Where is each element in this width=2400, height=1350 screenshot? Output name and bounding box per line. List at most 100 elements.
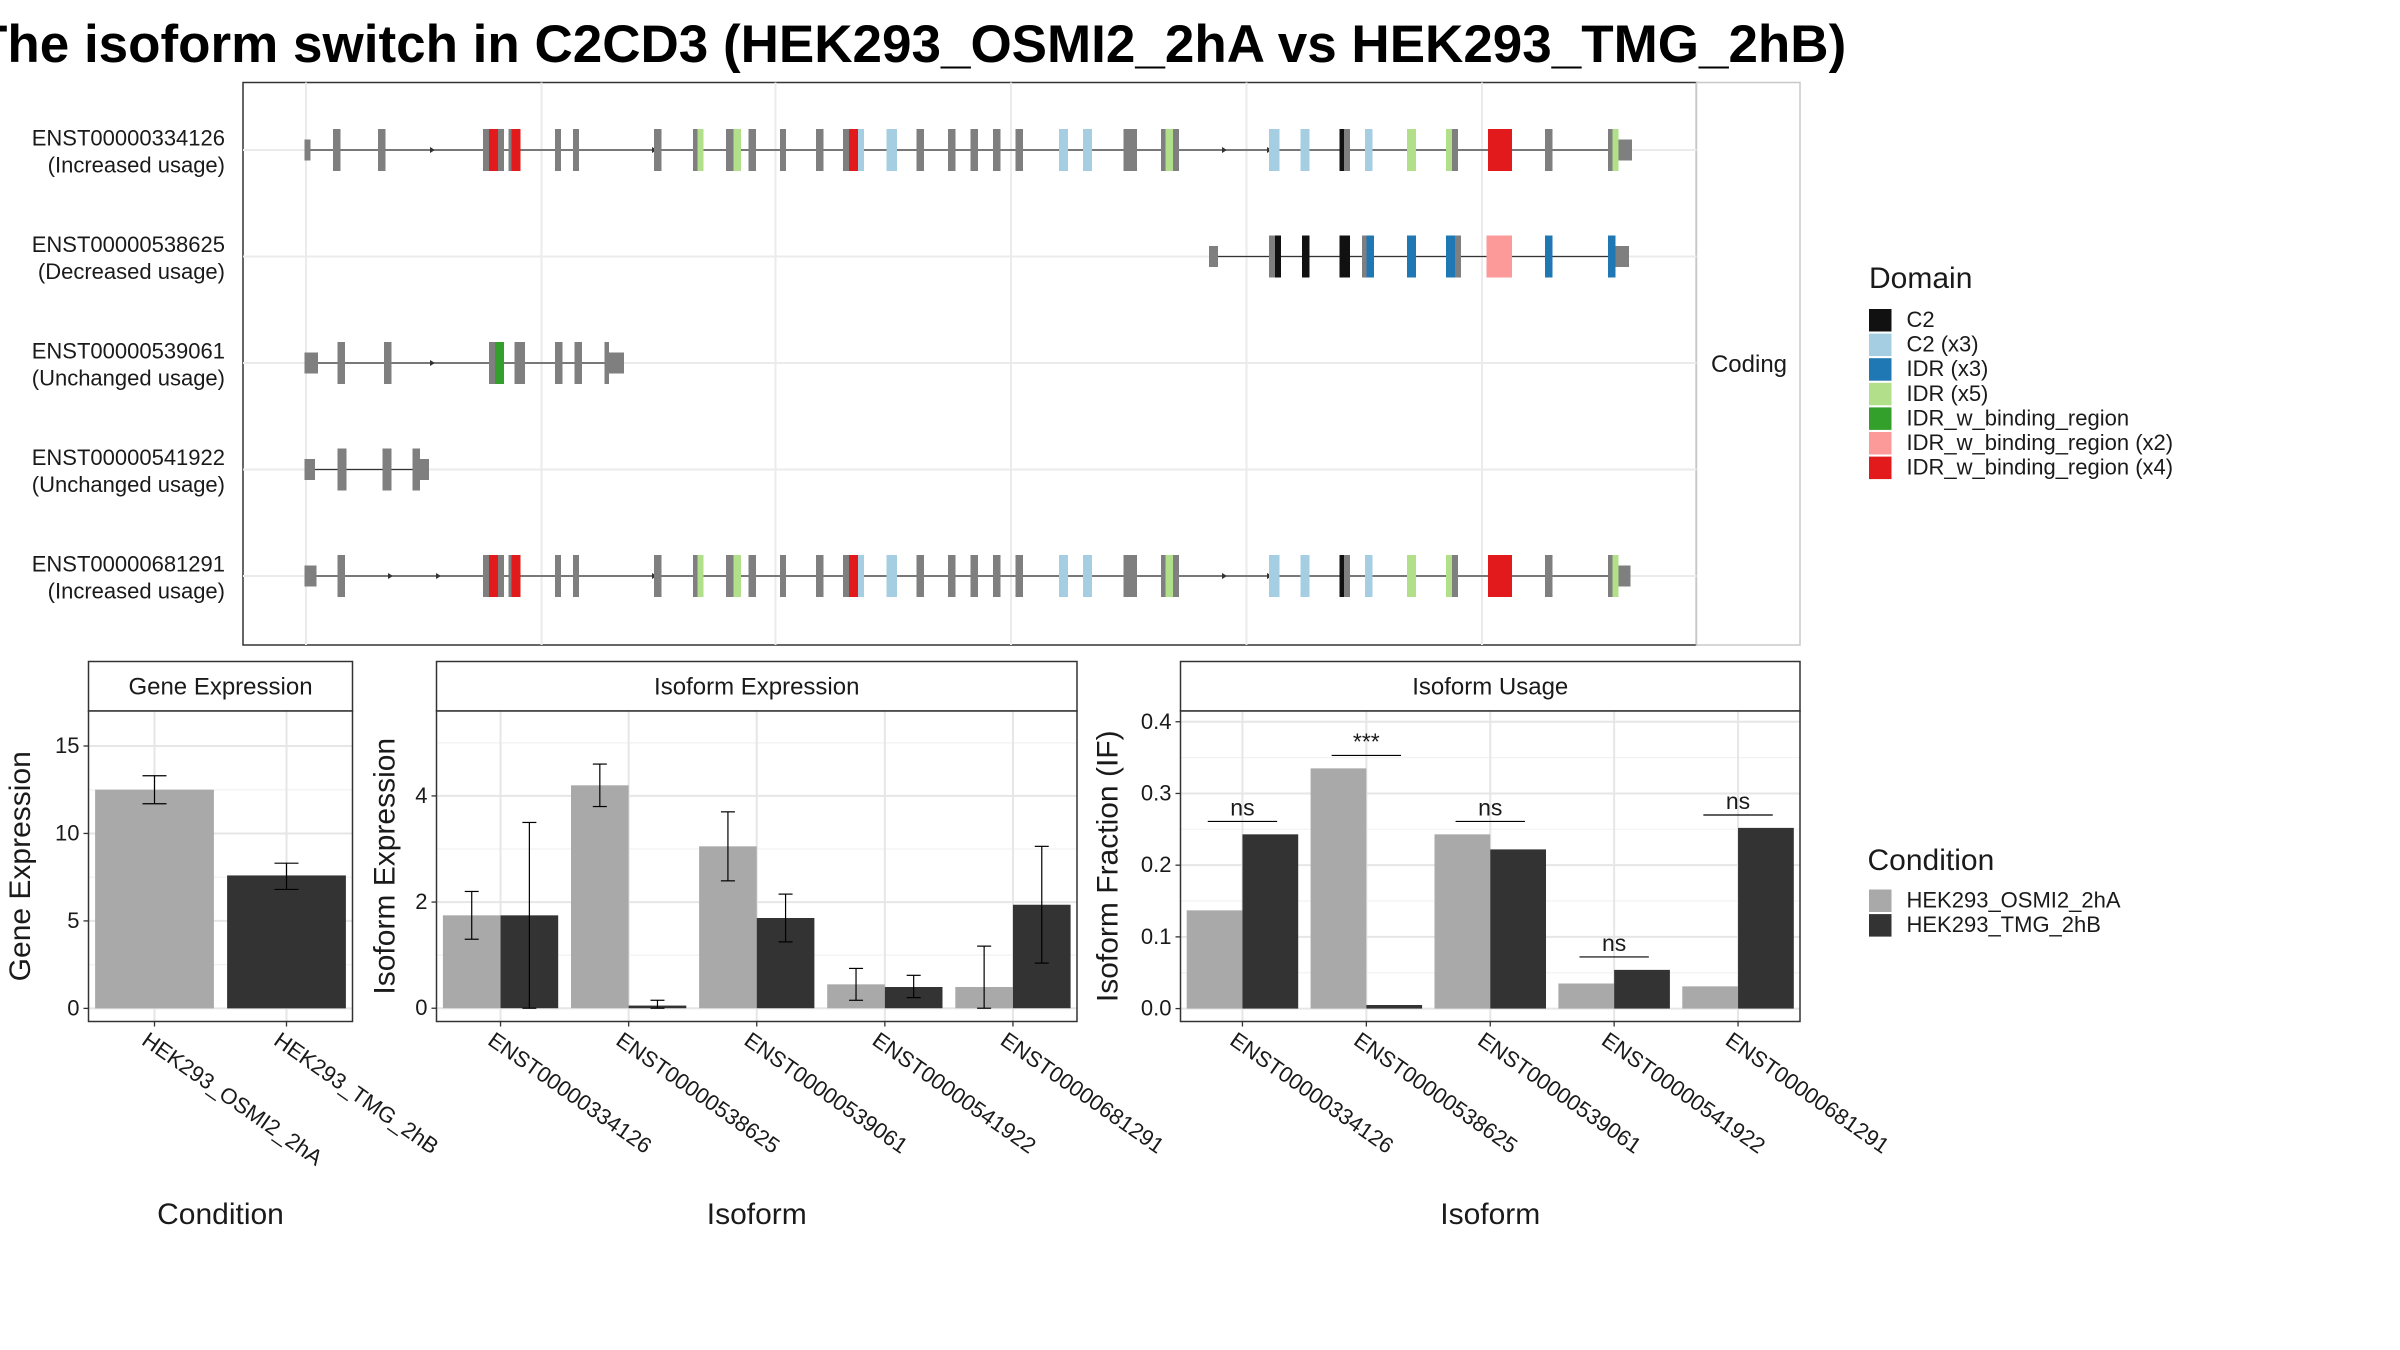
exon [780,555,786,597]
y-tick-label: 0.1 [1141,924,1172,949]
exon [1173,555,1179,597]
significance-label: *** [1353,728,1380,754]
exon [1131,555,1137,597]
y-tick-label: 0.4 [1141,709,1172,734]
exon [555,129,561,171]
exon [1446,129,1452,171]
utr-exon [1209,246,1218,267]
domain-legend-title: Domain [1869,262,1972,295]
exon [498,129,504,171]
exon [1452,129,1458,171]
panel-border [1179,710,1801,1023]
x-axis-title: Condition [157,1198,284,1231]
exon [1083,129,1092,171]
significance-label: ns [1230,794,1254,820]
exon [555,555,561,597]
bar [1310,768,1367,1009]
exon [508,129,512,171]
exon [697,555,704,597]
exon [498,555,504,597]
exon [489,342,495,384]
exon [1545,129,1553,171]
y-axis-title: Isoform Expression [369,738,402,995]
significance-label: ns [1478,794,1502,820]
panel-border [87,710,354,1023]
exon [916,129,924,171]
y-axis-title: Isoform Fraction (IF) [1092,730,1125,1002]
exon [748,129,756,171]
exon [1015,129,1023,171]
exon [886,555,897,597]
domain-legend-key [1869,407,1892,430]
exon [1486,235,1512,278]
exon [733,129,741,171]
domain-legend-label: IDR_w_binding_region [1907,405,2130,430]
exon [1446,235,1455,278]
exon [574,342,582,384]
exon [1275,235,1281,278]
exon [1165,129,1173,171]
exon [858,129,864,171]
exon [993,129,1001,171]
exon [514,342,525,384]
domain-legend-key [1869,382,1892,406]
direction-arrow [430,360,435,366]
direction-arrow [1222,147,1227,153]
panel-title: Isoform Expression [654,674,859,701]
exon [1161,555,1166,597]
exon [993,555,1001,597]
exon [1446,555,1452,597]
exon [1339,129,1344,171]
y-tick-label: 0.2 [1141,852,1172,877]
x-axis-title: Isoform [1440,1198,1540,1231]
domain-legend-label: IDR_w_binding_region (x2) [1907,430,2174,455]
exon [654,555,662,597]
bar [1738,827,1794,1009]
exon [378,129,386,171]
exon [1059,129,1068,171]
exon [1161,129,1166,171]
isoform-label-ENST00000538625: ENST00000538625 [32,232,225,257]
exon [412,448,420,491]
exon [843,555,849,597]
domain-legend-key [1869,358,1892,381]
exon [970,555,978,597]
exon [495,342,504,384]
isoform-label-ENST00000539061: ENST00000539061 [32,339,225,364]
exon [693,129,698,171]
y-tick-label: 10 [55,820,79,845]
bar [571,785,629,1009]
exon [511,129,521,171]
utr-exon [420,459,429,480]
panel-title: Gene Expression [128,674,312,701]
exon [1608,235,1616,278]
exon [733,555,741,597]
exon [693,555,698,597]
exon [1269,235,1275,278]
isoform-usage-label: (Unchanged usage) [32,472,225,497]
bar [1186,910,1243,1009]
isoform-label-ENST00000334126: ENST00000334126 [32,126,225,151]
exon [843,129,849,171]
direction-arrow [1222,573,1227,579]
condition-legend-label: HEK293_OSMI2_2hA [1907,888,2121,913]
exon [858,555,864,597]
panel-strip [1179,660,1801,712]
exon [382,448,392,491]
bar [1434,834,1491,1009]
exon [726,129,734,171]
exon [726,555,734,597]
y-axis-title: Gene Expression [4,751,37,981]
utr-exon [1615,246,1629,267]
bar [1366,1005,1423,1009]
direction-arrow [430,147,435,153]
exon [511,555,521,597]
isoform-usage-label: (Decreased usage) [38,259,225,284]
bar [1490,849,1547,1009]
exon [1612,129,1619,171]
exon [337,342,345,384]
domain-legend-key [1869,333,1892,357]
exon [916,555,924,597]
significance-label: ns [1602,930,1626,956]
